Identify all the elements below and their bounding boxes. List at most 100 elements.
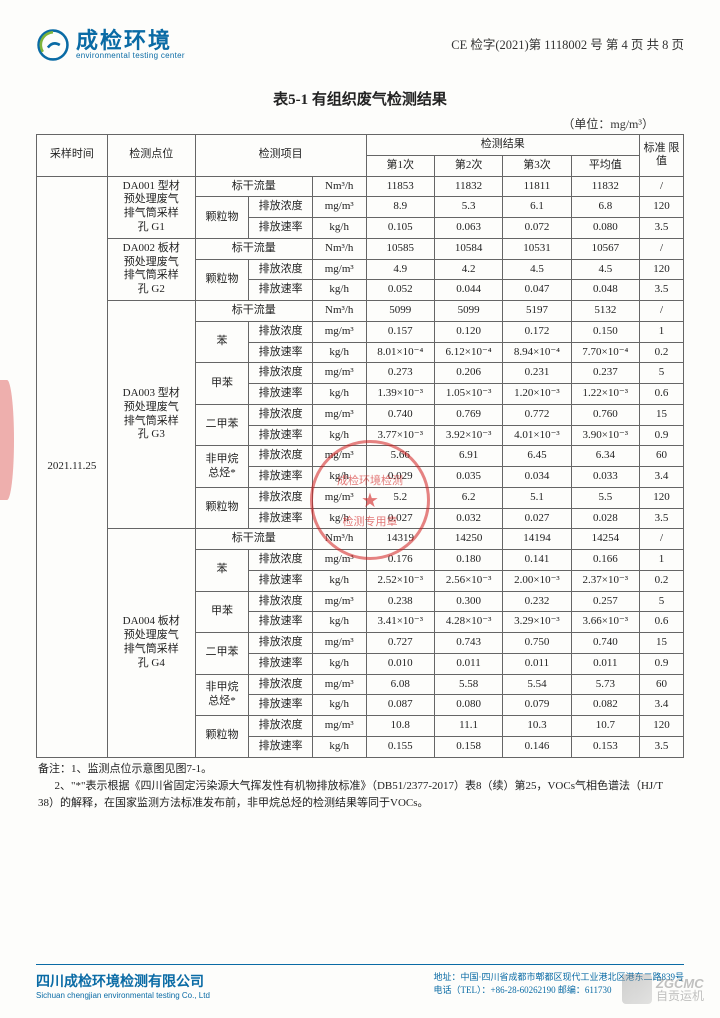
cell-value: 0.740 — [366, 404, 434, 425]
cell-subitem: 排放浓度 — [249, 550, 312, 571]
cell-limit: 3.4 — [640, 467, 684, 488]
logo-cn: 成检环境 — [76, 30, 185, 52]
cell-value: 4.01×10⁻³ — [503, 425, 571, 446]
cell-value: 5.3 — [434, 197, 502, 218]
cell-unit: mg/m³ — [312, 321, 366, 342]
col-r1: 第1次 — [366, 155, 434, 176]
cell-value: 11.1 — [434, 716, 502, 737]
cell-avg: 0.740 — [571, 633, 639, 654]
cell-value: 1.05×10⁻³ — [434, 384, 502, 405]
cell-value: 5.58 — [434, 674, 502, 695]
cell-avg: 0.011 — [571, 653, 639, 674]
cell-unit: mg/m³ — [312, 633, 366, 654]
cell-limit: 5 — [640, 363, 684, 384]
cell-value: 5.66 — [366, 446, 434, 467]
cell-avg: 3.66×10⁻³ — [571, 612, 639, 633]
cell-unit: mg/m³ — [312, 674, 366, 695]
cell-value: 2.56×10⁻³ — [434, 570, 502, 591]
cell-value: 10.3 — [503, 716, 571, 737]
cell-subitem: 排放速率 — [249, 695, 312, 716]
cell-avg: 6.34 — [571, 446, 639, 467]
cell-subitem: 排放速率 — [249, 736, 312, 757]
cell-subitem: 排放速率 — [249, 570, 312, 591]
cell-item: 标干流量 — [195, 176, 312, 197]
cell-avg: 10567 — [571, 238, 639, 259]
cell-value: 8.9 — [366, 197, 434, 218]
cell-value: 0.072 — [503, 218, 571, 239]
cell-limit: / — [640, 301, 684, 322]
page-header: 成检环境 environmental testing center CE 检字(… — [36, 28, 684, 62]
cell-avg: 0.257 — [571, 591, 639, 612]
cell-avg: 5132 — [571, 301, 639, 322]
cell-value: 0.063 — [434, 218, 502, 239]
cell-value: 0.231 — [503, 363, 571, 384]
cell-value: 8.94×10⁻⁴ — [503, 342, 571, 363]
watermark-cn: 自贡运机 — [656, 990, 704, 1002]
cell-location: DA003 型材 预处理废气 排气筒采样 孔 G3 — [107, 301, 195, 529]
cell-value: 6.45 — [503, 446, 571, 467]
cell-limit: 120 — [640, 716, 684, 737]
note-2: 2、"*"表示根据《四川省固定污染源大气挥发性有机物排放标准》（DB51/237… — [38, 780, 663, 809]
cell-location: DA002 板材 预处理废气 排气筒采样 孔 G2 — [107, 238, 195, 300]
cell-item: 颗粒物 — [195, 487, 249, 529]
cell-limit: 3.5 — [640, 508, 684, 529]
cell-item: 颗粒物 — [195, 259, 249, 301]
cell-value: 10584 — [434, 238, 502, 259]
cell-value: 4.9 — [366, 259, 434, 280]
cell-unit: kg/h — [312, 508, 366, 529]
cell-avg: 0.048 — [571, 280, 639, 301]
cell-limit: 15 — [640, 633, 684, 654]
cell-unit: Nm³/h — [312, 238, 366, 259]
cell-unit: Nm³/h — [312, 301, 366, 322]
watermark-icon — [622, 974, 652, 1004]
cell-unit: kg/h — [312, 425, 366, 446]
edge-stamp-mark — [0, 380, 14, 500]
col-r2: 第2次 — [434, 155, 502, 176]
cell-value: 0.206 — [434, 363, 502, 384]
footer-company-cn: 四川成检环境检测有限公司 — [36, 971, 210, 991]
cell-limit: 3.4 — [640, 695, 684, 716]
cell-value: 5197 — [503, 301, 571, 322]
cell-item: 苯 — [195, 550, 249, 592]
cell-value: 4.28×10⁻³ — [434, 612, 502, 633]
table-body: 2021.11.25DA001 型材 预处理废气 排气筒采样 孔 G1标干流量N… — [37, 176, 684, 757]
cell-limit: 120 — [640, 197, 684, 218]
cell-value: 11853 — [366, 176, 434, 197]
page-reference: CE 检字(2021)第 1118002 号 第 4 页 共 8 页 — [451, 34, 684, 53]
cell-value: 14250 — [434, 529, 502, 550]
col-location: 检测点位 — [107, 135, 195, 177]
table-row: DA004 板材 预处理废气 排气筒采样 孔 G4标干流量Nm³/h143191… — [37, 529, 684, 550]
cell-unit: mg/m³ — [312, 446, 366, 467]
cell-value: 6.91 — [434, 446, 502, 467]
cell-value: 0.011 — [503, 653, 571, 674]
cell-value: 0.080 — [434, 695, 502, 716]
cell-avg: 0.237 — [571, 363, 639, 384]
cell-limit: / — [640, 176, 684, 197]
cell-unit: mg/m³ — [312, 550, 366, 571]
cell-subitem: 排放速率 — [249, 508, 312, 529]
cell-value: 0.010 — [366, 653, 434, 674]
cell-unit: kg/h — [312, 653, 366, 674]
cell-avg: 0.760 — [571, 404, 639, 425]
cell-value: 2.52×10⁻³ — [366, 570, 434, 591]
cell-subitem: 排放速率 — [249, 612, 312, 633]
cell-limit: 120 — [640, 259, 684, 280]
cell-item: 标干流量 — [195, 529, 312, 550]
cell-avg: 1.22×10⁻³ — [571, 384, 639, 405]
cell-value: 0.087 — [366, 695, 434, 716]
cell-limit: 3.5 — [640, 280, 684, 301]
table-row: DA002 板材 预处理废气 排气筒采样 孔 G2标干流量Nm³/h105851… — [37, 238, 684, 259]
cell-unit: mg/m³ — [312, 259, 366, 280]
cell-limit: 0.2 — [640, 570, 684, 591]
table-row: 2021.11.25DA001 型材 预处理废气 排气筒采样 孔 G1标干流量N… — [37, 176, 684, 197]
cell-value: 0.273 — [366, 363, 434, 384]
cell-unit: mg/m³ — [312, 716, 366, 737]
notes-prefix: 备注： — [38, 763, 71, 775]
cell-item: 二甲苯 — [195, 404, 249, 446]
cell-value: 0.052 — [366, 280, 434, 301]
cell-value: 5099 — [366, 301, 434, 322]
cell-value: 0.727 — [366, 633, 434, 654]
cell-value: 3.41×10⁻³ — [366, 612, 434, 633]
cell-limit: 3.5 — [640, 218, 684, 239]
page-footer: 四川成检环境检测有限公司 Sichuan chengjian environme… — [36, 964, 684, 1000]
